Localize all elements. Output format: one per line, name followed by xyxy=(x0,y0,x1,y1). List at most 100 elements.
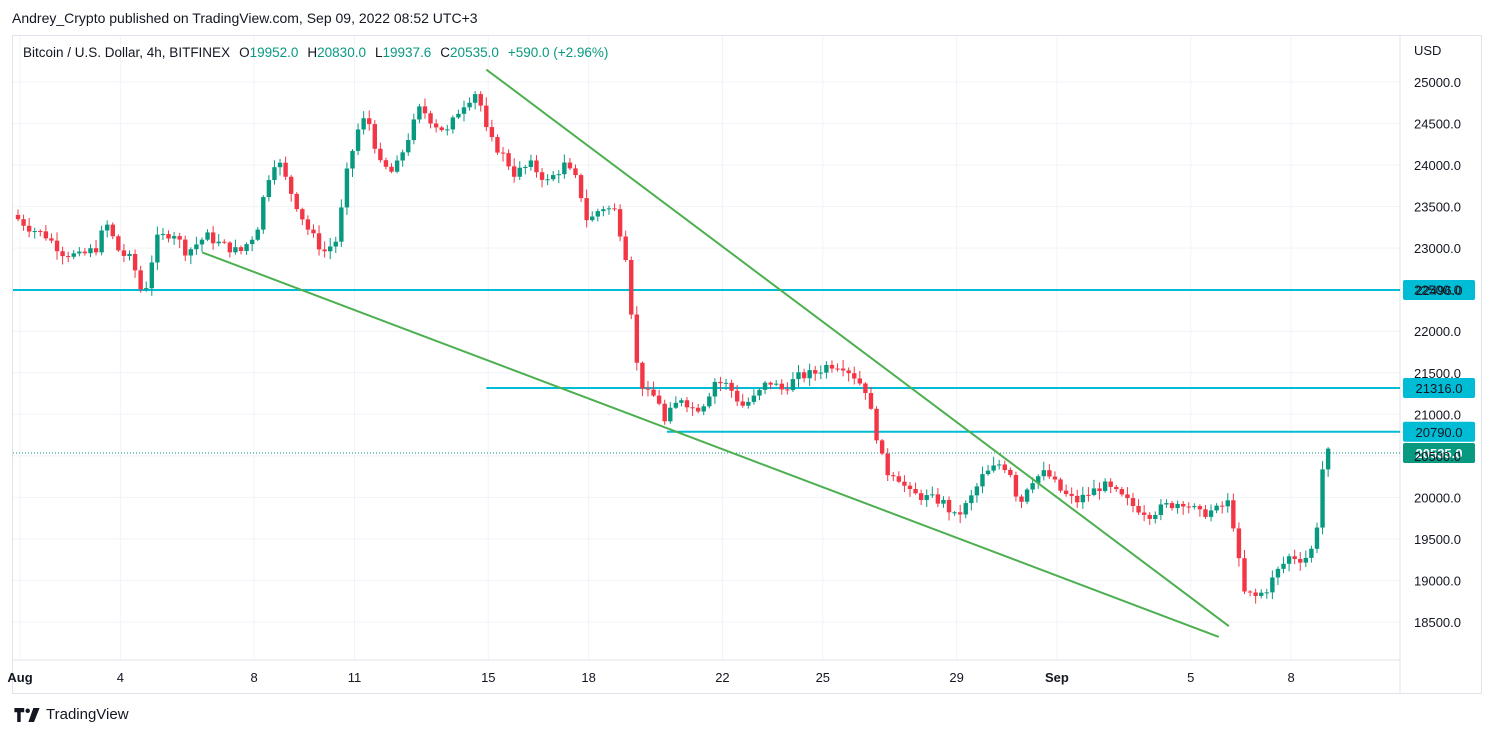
candle-body xyxy=(160,234,166,236)
candle-body xyxy=(367,118,372,125)
candle-body xyxy=(1047,470,1052,477)
candle-body xyxy=(433,123,439,128)
candle-body xyxy=(651,389,656,396)
candle-body xyxy=(305,219,311,230)
candle-body xyxy=(378,148,383,161)
candle-body xyxy=(874,408,879,441)
candle-body xyxy=(138,270,143,290)
candle-body xyxy=(132,254,138,271)
candle-body xyxy=(210,232,216,244)
y-tick-label: 20000.0 xyxy=(1414,490,1461,505)
candle-body xyxy=(907,485,913,490)
candle-body xyxy=(121,250,127,256)
candle-body xyxy=(835,368,840,370)
candle-body xyxy=(1153,515,1158,519)
candle-body xyxy=(450,117,456,130)
candle-body xyxy=(177,236,182,240)
candle-body xyxy=(601,209,606,212)
candle-body xyxy=(227,242,233,253)
x-tick-label: 29 xyxy=(949,670,963,685)
candle-body xyxy=(1314,527,1320,549)
candle-body xyxy=(985,470,991,475)
price-axis: 18500.0 19000.0 19500.0 20000.0 20500.0 21000… xyxy=(1414,75,1461,630)
candle-body xyxy=(333,241,338,247)
candle-body xyxy=(1086,494,1091,496)
candle-body xyxy=(489,127,495,138)
candle-body xyxy=(584,198,589,221)
candle-body xyxy=(723,382,729,384)
candle-body xyxy=(389,166,394,172)
candle-body xyxy=(1275,568,1281,578)
symbol-name: Bitcoin / U.S. Dollar, 4h, BITFINEX xyxy=(23,45,231,60)
y-tick-label: 25000.0 xyxy=(1414,75,1461,90)
candle-body xyxy=(606,208,612,210)
candle-body xyxy=(495,137,500,153)
candle-body xyxy=(1180,503,1186,507)
candle-body xyxy=(1002,464,1007,470)
candle-body xyxy=(445,129,450,131)
candle-body xyxy=(238,247,244,251)
candle-body xyxy=(1197,506,1203,510)
brand-name: TradingView xyxy=(46,706,129,723)
candle-body xyxy=(26,225,32,232)
candle-body xyxy=(1013,475,1019,497)
candle-body xyxy=(344,168,350,208)
candle-body xyxy=(155,234,160,263)
footer-brand[interactable]: TradingView xyxy=(14,706,129,723)
candle-body xyxy=(718,381,723,384)
candle-body xyxy=(762,382,768,390)
candle-body xyxy=(216,241,221,244)
candle-body xyxy=(796,372,801,380)
close-value: 20535.0 xyxy=(450,45,499,60)
candle-body xyxy=(422,106,428,114)
y-tick-label: 20500.0 xyxy=(1414,449,1461,464)
x-tick-label: 18 xyxy=(581,670,595,685)
high-value: 20830.0 xyxy=(317,45,366,60)
candle-body xyxy=(668,407,673,422)
candle-body xyxy=(879,440,885,454)
candle-body xyxy=(417,106,422,120)
candle-body xyxy=(852,373,857,379)
candle-body xyxy=(93,248,99,253)
candle-body xyxy=(1058,479,1063,491)
candle-body xyxy=(779,383,784,390)
low-label: L xyxy=(374,45,383,60)
open-label: O xyxy=(239,45,250,60)
candle-body xyxy=(82,251,88,254)
candle-body xyxy=(255,229,260,240)
level-price-label: 20790.0 xyxy=(1416,425,1463,440)
candle-body xyxy=(144,288,149,290)
x-tick-label: Sep xyxy=(1045,670,1069,685)
candle-body xyxy=(1286,556,1292,564)
candle-body xyxy=(595,211,600,217)
candle-body xyxy=(980,474,985,487)
candle-body xyxy=(829,364,835,369)
candle-body xyxy=(1164,503,1169,505)
candle-body xyxy=(1008,469,1013,476)
candle-body xyxy=(127,254,132,256)
candle-body xyxy=(790,379,796,391)
candle-body xyxy=(205,232,210,240)
candle-body xyxy=(974,486,980,496)
chart-frame xyxy=(12,35,1482,694)
candle-body xyxy=(551,175,556,180)
candle-body xyxy=(71,253,76,257)
candle-body xyxy=(261,197,266,230)
candle-body xyxy=(199,239,205,245)
candle-body xyxy=(1030,483,1035,490)
candle-body xyxy=(194,244,199,250)
level-price-tag xyxy=(1403,421,1475,442)
y-tick-label: 19000.0 xyxy=(1414,573,1461,588)
y-tick-label: 19500.0 xyxy=(1414,532,1461,547)
candle-body xyxy=(1303,557,1309,563)
candle-body xyxy=(545,179,550,181)
candle-body xyxy=(149,262,154,289)
y-tick-label: 21500.0 xyxy=(1414,366,1461,381)
candle-body xyxy=(740,401,745,406)
candle-body xyxy=(1141,512,1147,515)
candle-body xyxy=(690,407,695,409)
candle-body xyxy=(1236,528,1242,559)
candle-body xyxy=(1063,490,1069,494)
candle-body xyxy=(952,512,957,514)
